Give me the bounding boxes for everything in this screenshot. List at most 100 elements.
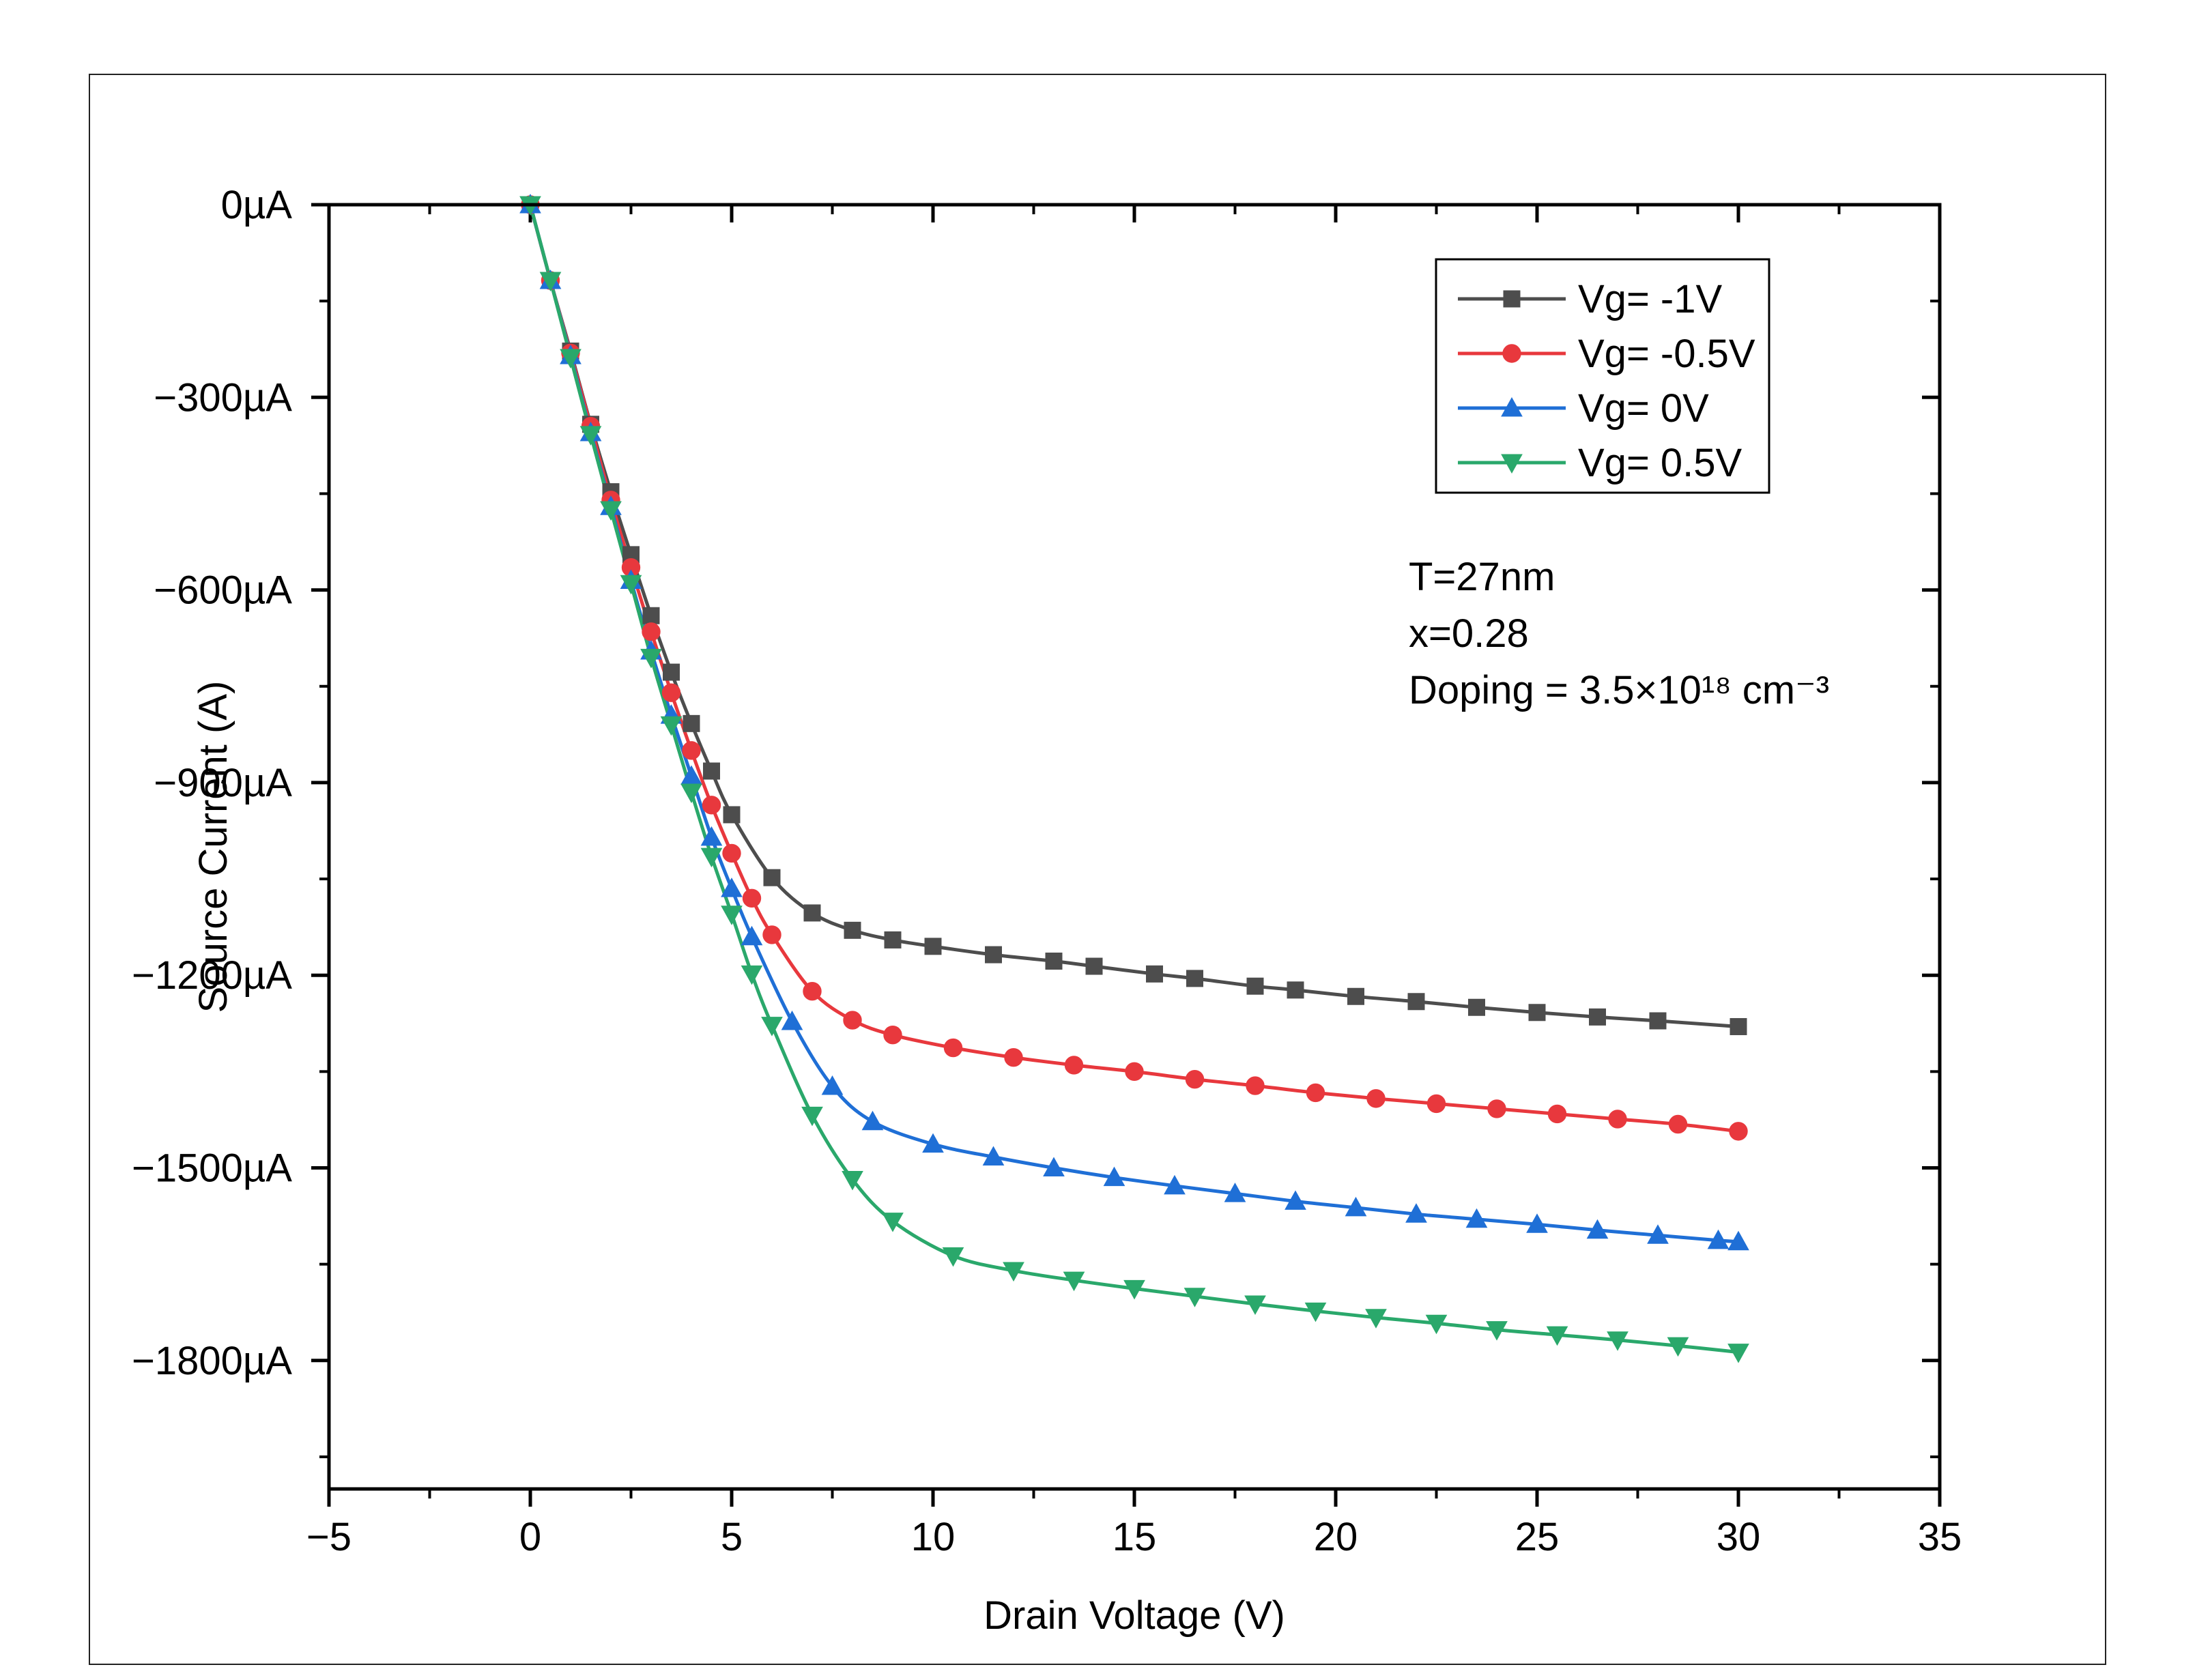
data-point-2 [1647,1224,1669,1244]
x-axis-label: Drain Voltage (V) [984,1593,1285,1638]
y-tick-label: −900µA [154,761,292,805]
legend-label: Vg= 0V [1578,386,1709,431]
legend-marker [1501,454,1523,474]
data-point-3 [1003,1262,1024,1282]
data-point-1 [1668,1114,1688,1134]
data-point-1 [1366,1089,1386,1108]
data-point-0 [1246,977,1264,995]
x-tick-label: 15 [1113,1515,1157,1559]
data-point-1 [1547,1104,1567,1124]
data-point-3 [942,1247,964,1267]
data-point-0 [683,714,700,732]
data-point-2 [700,826,723,846]
data-point-3 [539,272,562,292]
data-point-2 [781,1010,803,1030]
data-point-3 [640,648,662,669]
data-point-3 [600,501,622,521]
data-point-0 [763,869,781,886]
data-point-0 [1649,1012,1667,1030]
data-point-1 [1306,1083,1325,1103]
legend-label: Vg= -1V [1578,277,1722,321]
data-point-3 [842,1170,863,1191]
data-point-0 [1730,1017,1747,1035]
data-point-1 [722,843,741,863]
y-axis-label: Source Current (A) [191,681,235,1013]
data-point-3 [761,1017,783,1037]
data-point-2 [741,925,763,946]
data-point-2 [1707,1229,1730,1249]
x-tick-label: −5 [306,1515,352,1559]
y-tick-label: −1200µA [132,953,292,998]
x-tick-label: 0 [519,1515,541,1559]
data-point-1 [1426,1094,1446,1114]
data-point-3 [1063,1271,1085,1292]
data-point-1 [803,982,822,1001]
x-tick-label: 5 [721,1515,743,1559]
data-point-0 [924,938,942,955]
data-point-0 [642,607,660,624]
data-point-1 [762,925,781,944]
data-point-1 [943,1038,963,1058]
series-markers [519,193,1749,1363]
data-point-1 [1729,1122,1748,1141]
data-point-0 [663,663,680,681]
data-point-1 [682,741,701,760]
data-point-0 [1186,970,1203,987]
line-chart: −5 0 5 10 15 20 25 30 35 0µA −300µA −600µA −900µA −1… [132,183,1962,1638]
data-point-3 [560,349,582,368]
data-point-1 [742,888,762,908]
data-point-2 [861,1110,884,1131]
data-point-1 [1185,1069,1205,1089]
data-point-3 [741,965,763,985]
y-tick-labels: 0µA −300µA −600µA −900µA −1200µA −1500µA −1800… [132,183,292,1383]
x-tick-label: 10 [911,1515,956,1559]
data-point-2 [821,1075,844,1095]
data-point-0 [1287,981,1304,999]
data-point-3 [1244,1295,1266,1316]
data-point-3 [1667,1337,1689,1357]
x-tick-labels: −5 0 5 10 15 20 25 30 35 [306,1515,1962,1559]
data-point-0 [1347,987,1364,1005]
data-point-3 [882,1213,904,1232]
data-point-0 [803,904,821,922]
data-point-3 [700,848,723,868]
y-tick-label: −1800µA [132,1339,292,1383]
data-point-0 [884,931,902,948]
annotation: T=27nm x=0.28 Doping = 3.5×10¹⁸ cm⁻³ [1409,555,1829,712]
legend-label: Vg= -0.5V [1578,332,1755,376]
data-point-3 [1183,1288,1206,1307]
data-point-3 [1486,1321,1508,1341]
plot-area-border [327,203,1942,1491]
data-point-3 [801,1106,823,1127]
annotation-composition: x=0.28 [1409,611,1529,656]
data-point-0 [703,762,720,780]
data-point-3 [1425,1314,1448,1335]
data-point-0 [1589,1008,1606,1026]
data-point-1 [642,622,661,641]
data-point-2 [982,1146,1005,1166]
x-tick-label: 20 [1314,1515,1358,1559]
data-point-0 [985,946,1002,964]
data-point-0 [1146,965,1163,983]
y-tick-label: −1500µA [132,1146,292,1191]
data-point-0 [1085,957,1103,975]
y-tick-label: −600µA [154,568,292,613]
x-tick-label: 35 [1918,1515,1962,1559]
figure-frame: −5 0 5 10 15 20 25 30 35 0µA −300µA −600µA −900µA −1… [89,74,2106,1665]
data-point-2 [1465,1208,1488,1228]
legend-marker [1501,396,1523,417]
legend-items: Vg= -1V Vg= -0.5V Vg= 0V Vg= 0.5V [1458,277,1755,485]
data-point-3 [680,783,702,804]
data-point-1 [661,683,681,702]
data-point-2 [1164,1174,1186,1195]
data-point-2 [922,1133,944,1153]
legend: Vg= -1V Vg= -0.5V Vg= 0V Vg= 0.5V [1435,258,1770,494]
data-point-2 [1103,1166,1125,1187]
data-point-1 [1246,1076,1265,1095]
x-tick-label: 30 [1717,1515,1761,1559]
data-point-1 [1125,1062,1144,1082]
data-point-2 [1405,1203,1427,1223]
data-point-2 [721,878,743,897]
data-point-1 [1064,1056,1084,1075]
legend-label: Vg= 0.5V [1578,441,1742,485]
